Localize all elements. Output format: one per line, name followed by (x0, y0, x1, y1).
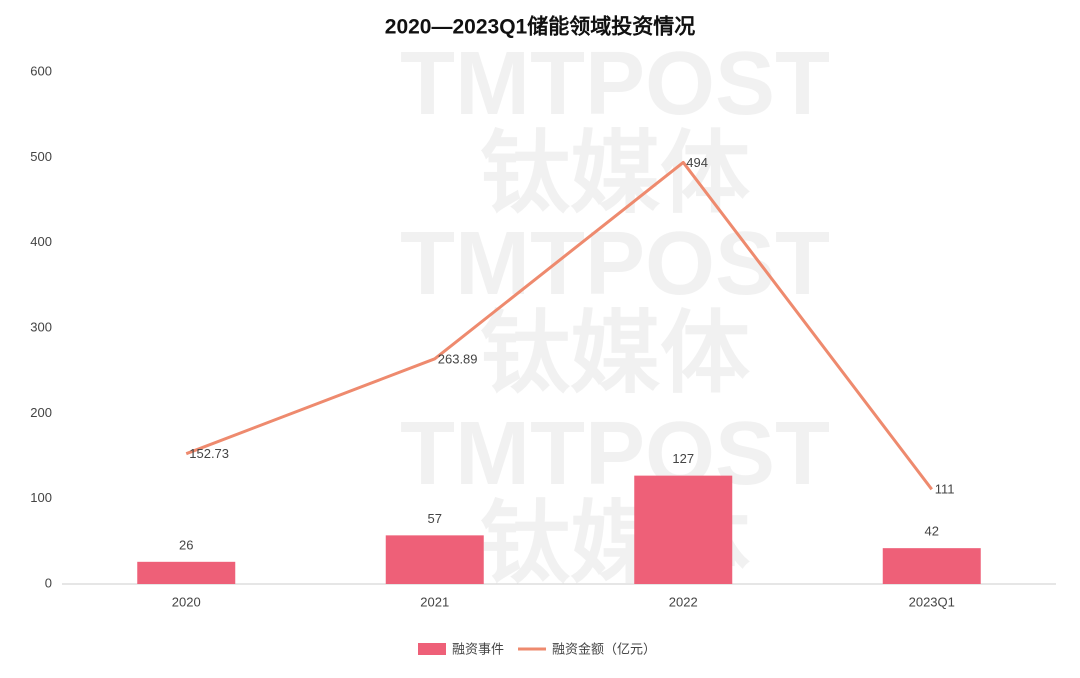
data-label: 111 (935, 482, 955, 497)
watermark: 钛媒体 (480, 304, 750, 404)
bar (137, 561, 236, 584)
watermark: 钛媒体 (480, 124, 750, 224)
data-label: 127 (672, 451, 694, 466)
y-tick-label: 100 (30, 490, 52, 505)
legend-swatch (418, 643, 446, 655)
watermark: TMTPOST (400, 34, 830, 134)
watermark: TMTPOST (400, 214, 830, 314)
bar (882, 548, 981, 584)
watermark: TMTPOST (400, 404, 830, 504)
data-label: 263.89 (438, 351, 478, 366)
bar (385, 535, 484, 584)
y-tick-label: 500 (30, 149, 52, 164)
y-tick-label: 300 (30, 319, 52, 334)
x-tick-label: 2023Q1 (909, 594, 955, 609)
data-label: 57 (428, 511, 442, 526)
chart-title: 2020—2023Q1储能领域投资情况 (385, 15, 695, 39)
data-label: 152.73 (189, 446, 229, 461)
data-label: 26 (179, 537, 193, 552)
y-tick-label: 200 (30, 405, 52, 420)
legend-label: 融资金额（亿元） (552, 641, 656, 656)
y-tick-label: 0 (45, 575, 52, 590)
data-label: 494 (686, 155, 708, 170)
line (185, 160, 933, 491)
x-tick-label: 2022 (669, 594, 698, 609)
x-tick-label: 2020 (172, 594, 201, 609)
x-tick-label: 2021 (420, 594, 449, 609)
legend-label: 融资事件 (452, 641, 504, 656)
y-tick-label: 400 (30, 234, 52, 249)
y-tick-label: 600 (30, 63, 52, 78)
data-label: 42 (925, 524, 939, 539)
bar (634, 475, 733, 584)
